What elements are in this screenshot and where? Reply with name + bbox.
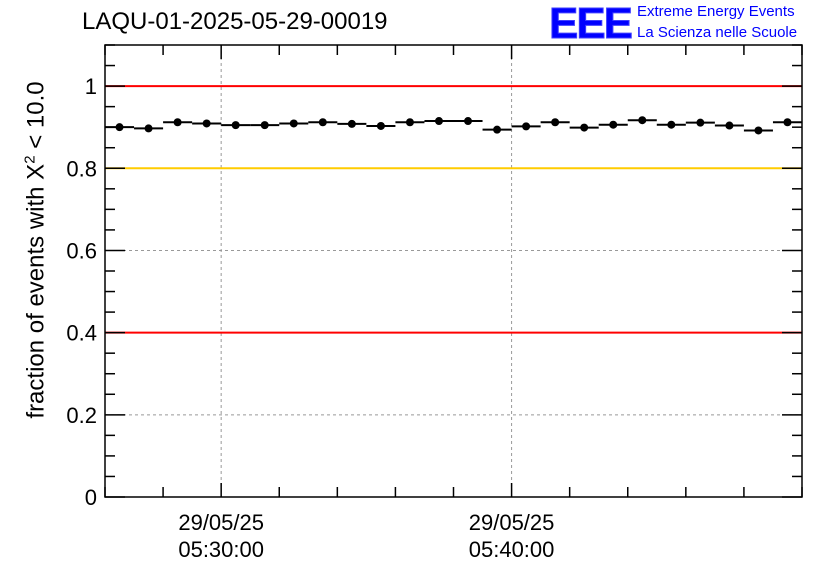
grid-lines xyxy=(105,45,802,497)
data-point xyxy=(464,117,473,126)
x-tick-label-time: 05:40:00 xyxy=(469,537,555,562)
data-point xyxy=(609,120,618,129)
data-point xyxy=(580,123,589,132)
y-tick-label: 0.2 xyxy=(66,403,97,428)
axes xyxy=(104,44,803,498)
y-tick-label: 0 xyxy=(85,485,97,510)
y-tick-label: 1 xyxy=(85,74,97,99)
x-tick-label-date: 29/05/25 xyxy=(469,510,555,535)
x-tick-label-date: 29/05/25 xyxy=(178,510,264,535)
data-point xyxy=(696,118,705,127)
data-point xyxy=(318,118,327,127)
brand-line-1: Extreme Energy Events xyxy=(637,3,795,20)
data-point xyxy=(289,119,298,128)
data-point xyxy=(434,117,443,126)
data-point xyxy=(667,120,676,129)
data-point xyxy=(638,116,647,125)
data-point xyxy=(725,121,734,130)
data-point xyxy=(405,118,414,127)
reference-lines xyxy=(105,85,802,334)
data-point xyxy=(376,121,385,130)
data-point xyxy=(347,119,356,128)
data-point xyxy=(522,122,531,131)
y-tick-label: 0.6 xyxy=(66,238,97,263)
tick-labels: 00.20.40.60.8129/05/2505:30:0029/05/2505… xyxy=(66,74,554,562)
y-tick-label: 0.8 xyxy=(66,156,97,181)
svg-text:EEE: EEE xyxy=(549,0,632,46)
data-point xyxy=(551,118,560,127)
data-point xyxy=(173,118,182,127)
y-tick-label: 0.4 xyxy=(66,321,97,346)
eee-logo-icon: EEE xyxy=(548,0,634,46)
data-point xyxy=(754,126,763,135)
data-point xyxy=(260,121,269,130)
chart-title: LAQU-01-2025-05-29-00019 xyxy=(82,8,388,35)
plot-frame xyxy=(104,44,803,498)
data-point xyxy=(115,123,124,132)
data-series xyxy=(105,116,802,135)
y-axis-label: fraction of events with X2 < 10.0 xyxy=(21,81,50,419)
data-point xyxy=(231,121,240,130)
x-tick-label-time: 05:30:00 xyxy=(178,537,264,562)
data-point xyxy=(144,124,153,133)
brand-line-2: La Scienza nelle Scuole xyxy=(637,24,798,41)
data-point xyxy=(783,118,792,127)
data-point xyxy=(493,125,502,134)
data-point xyxy=(202,119,211,128)
